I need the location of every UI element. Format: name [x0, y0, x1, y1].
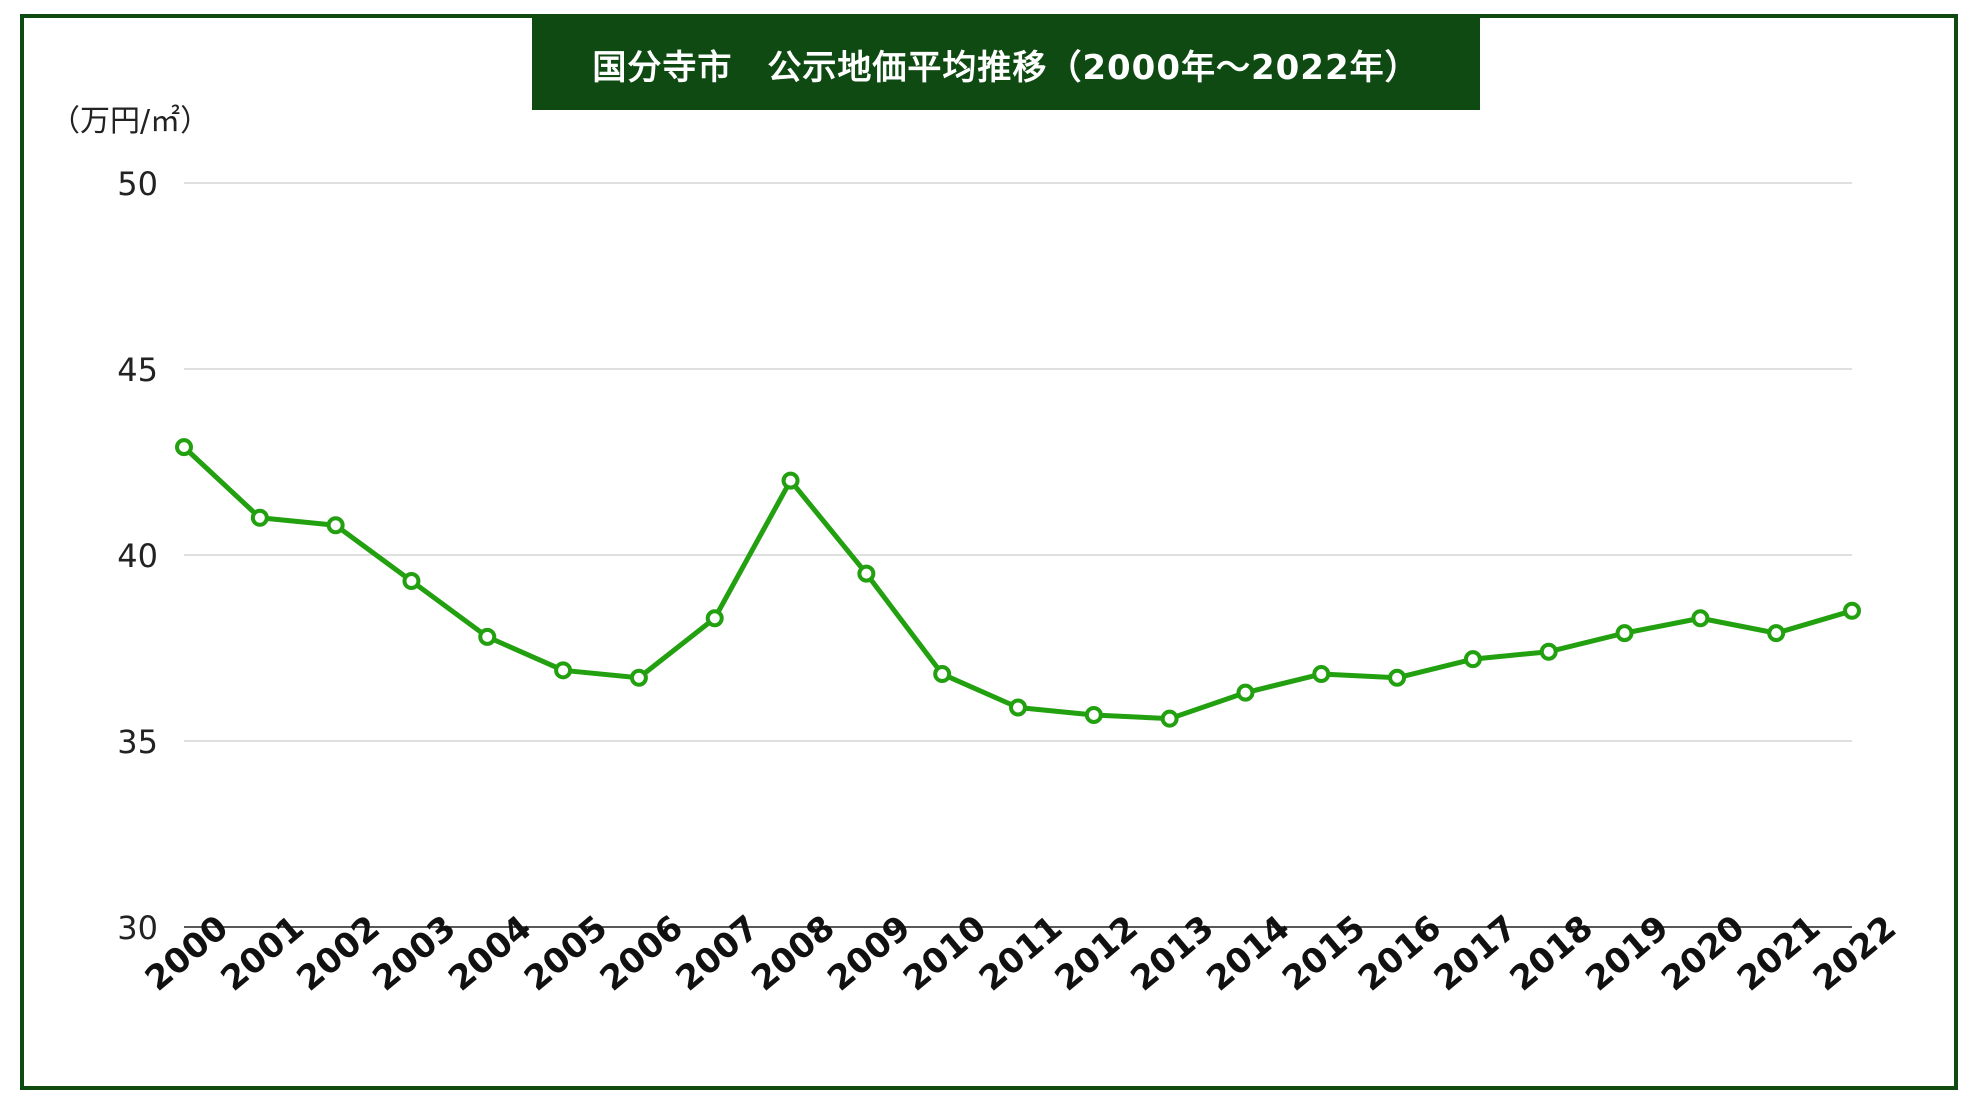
data-point	[1084, 705, 1103, 724]
x-tick-label: 2011	[972, 908, 1070, 999]
data-point	[1615, 624, 1634, 643]
data-point	[781, 471, 800, 490]
data-point	[629, 668, 648, 687]
x-tick-label: 2003	[365, 908, 463, 999]
x-tick-label: 2005	[517, 908, 615, 999]
x-tick-label: 2002	[289, 908, 387, 999]
y-tick-label: 30	[117, 909, 158, 947]
data-point	[933, 665, 952, 684]
chart-title: 国分寺市 公示地価平均推移（2000年〜2022年）	[532, 18, 1480, 110]
x-tick-label: 2006	[593, 908, 691, 999]
data-point	[1388, 668, 1407, 687]
y-tick-label: 50	[117, 165, 158, 203]
x-tick-label: 2012	[1048, 908, 1146, 999]
x-tick-label: 2007	[669, 908, 767, 999]
x-tick-label: 2016	[1351, 908, 1449, 999]
x-tick-label: 2009	[820, 908, 918, 999]
chart-frame	[20, 14, 1958, 1090]
data-point	[554, 661, 573, 680]
data-point	[1312, 665, 1331, 684]
y-tick-label: 40	[117, 537, 158, 575]
data-point	[1767, 624, 1786, 643]
data-point	[857, 564, 876, 583]
data-point	[250, 508, 269, 527]
data-point	[1160, 709, 1179, 728]
y-tick-label: 45	[117, 351, 158, 389]
data-point	[705, 609, 724, 628]
data-point	[478, 627, 497, 646]
x-axis-ticks: 2000200120022003200420052006200720082009…	[138, 908, 1904, 999]
x-tick-label: 2013	[1123, 908, 1221, 999]
data-point	[1009, 698, 1027, 717]
data-point	[402, 572, 421, 591]
series-line	[181, 444, 1855, 722]
x-tick-label: 2020	[1654, 908, 1752, 999]
data-point	[326, 516, 345, 535]
x-tick-label: 2015	[1275, 908, 1373, 999]
data-point	[1539, 642, 1558, 661]
x-tick-label: 2021	[1730, 908, 1828, 999]
data-point	[1463, 650, 1482, 669]
x-tick-label: 2014	[1199, 908, 1297, 999]
data-point	[1843, 601, 1861, 620]
x-tick-label: 2010	[896, 908, 994, 999]
x-tick-label: 2017	[1427, 908, 1525, 999]
data-point	[175, 438, 193, 457]
x-tick-label: 2019	[1578, 908, 1676, 999]
series-layer	[175, 438, 1861, 728]
y-tick-label: 35	[117, 723, 158, 761]
y-axis-unit-label: （万円/㎡）	[50, 104, 211, 139]
x-tick-label: 2022	[1806, 908, 1904, 999]
x-tick-label: 2018	[1503, 908, 1601, 999]
y-axis-ticks: 30 35 40 45 50	[117, 165, 158, 947]
x-tick-label: 2004	[441, 908, 539, 999]
data-point	[1691, 609, 1710, 628]
x-tick-label: 2001	[214, 908, 312, 999]
data-point	[1236, 683, 1255, 702]
x-tick-label: 2008	[744, 908, 842, 999]
gridlines	[184, 182, 1852, 928]
